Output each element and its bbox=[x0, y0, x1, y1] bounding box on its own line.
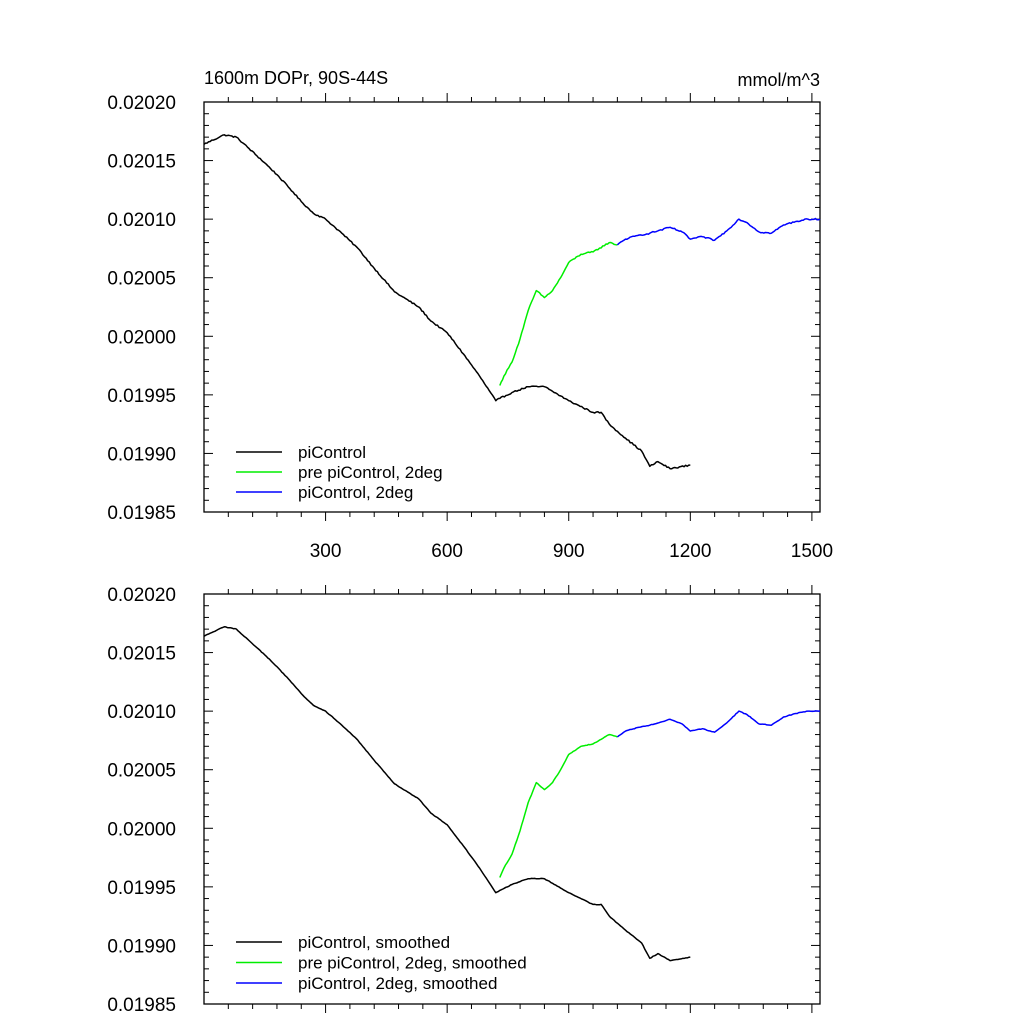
y-tick-label: 0.02005 bbox=[107, 269, 176, 290]
series-line bbox=[616, 217, 821, 246]
y-tick-label: 0.02010 bbox=[107, 702, 176, 723]
y-tick-label: 0.01985 bbox=[107, 995, 176, 1016]
x-tick-label: 600 bbox=[431, 541, 463, 562]
y-tick-label: 0.01995 bbox=[107, 386, 176, 407]
x-tick-label: 1500 bbox=[791, 541, 833, 562]
series-line bbox=[616, 710, 820, 738]
legend-label: piControl bbox=[298, 443, 366, 462]
x-tick-label: 1200 bbox=[669, 541, 711, 562]
legend-label: piControl, smoothed bbox=[298, 933, 450, 952]
legend-label: pre piControl, 2deg, smoothed bbox=[298, 954, 527, 973]
top-panel: 1600m DOPr, 90S-44S mmol/m^3 0.01985 0.01… bbox=[107, 68, 833, 562]
y-tick-label: 0.01990 bbox=[107, 444, 176, 465]
y-tick-label: 0.02020 bbox=[107, 585, 176, 606]
x-tick-label: 300 bbox=[310, 541, 342, 562]
plot-frame bbox=[203, 101, 821, 513]
series-line bbox=[203, 134, 691, 470]
plot-frame bbox=[203, 593, 821, 1005]
y-tick-label: 0.01985 bbox=[107, 503, 176, 524]
chart-title: 1600m DOPr, 90S-44S bbox=[204, 68, 388, 88]
y-tick-label: 0.02020 bbox=[107, 93, 176, 114]
units-label: mmol/m^3 bbox=[738, 70, 820, 90]
y-tick-label: 0.02010 bbox=[107, 210, 176, 231]
series-line bbox=[499, 733, 618, 878]
y-tick-label: 0.01995 bbox=[107, 878, 176, 899]
bottom-panel: 0.01985 0.01990 0.01995 0.02000 0.02005 0.020… bbox=[107, 585, 821, 1016]
legend-label: piControl, 2deg, smoothed bbox=[298, 974, 497, 993]
legend-label: pre piControl, 2deg bbox=[298, 463, 443, 482]
y-tick-label: 0.02015 bbox=[107, 644, 176, 665]
y-tick-label: 0.01990 bbox=[107, 936, 176, 957]
series-line bbox=[499, 241, 618, 386]
y-tick-label: 0.02005 bbox=[107, 761, 176, 782]
x-tick-label: 900 bbox=[553, 541, 585, 562]
legend-label: piControl, 2deg bbox=[298, 483, 413, 502]
y-tick-label: 0.02015 bbox=[107, 152, 176, 173]
y-tick-label: 0.02000 bbox=[107, 327, 176, 348]
series-line bbox=[203, 626, 691, 962]
y-tick-label: 0.02000 bbox=[107, 819, 176, 840]
